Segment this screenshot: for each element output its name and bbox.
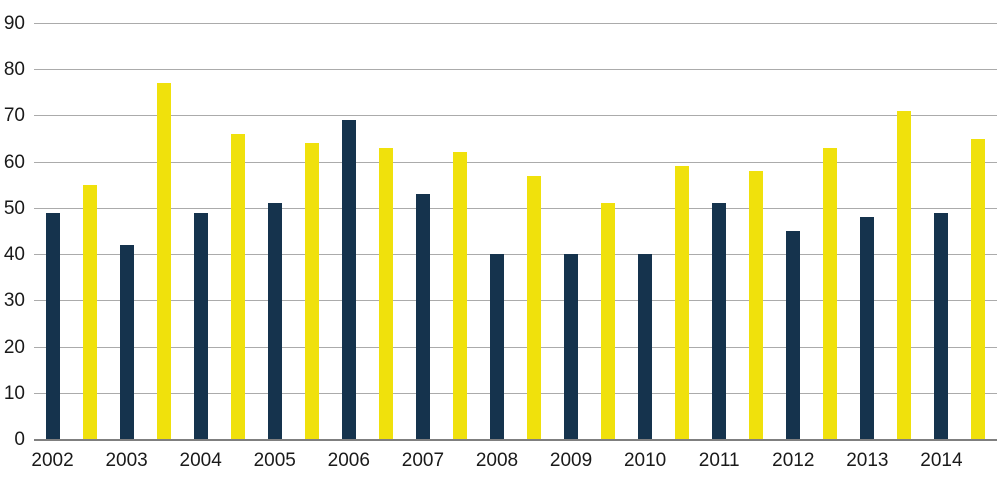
y-axis-label: 40 xyxy=(3,244,25,266)
bar-dark-navy-series-2008 xyxy=(489,254,504,439)
bar-yellow-series-2012 xyxy=(823,147,838,439)
x-axis-label: 2002 xyxy=(31,450,74,471)
y-axis-label: 10 xyxy=(3,382,25,404)
bar-yellow-series-2009 xyxy=(601,203,616,439)
bar-dark-navy-series-2007 xyxy=(415,194,430,439)
x-axis-label: 2004 xyxy=(179,450,222,471)
x-axis-label: 2007 xyxy=(401,450,445,471)
bar-dark-navy-series-2002 xyxy=(45,212,60,439)
y-axis-label: 60 xyxy=(3,151,25,173)
x-axis-label: 2013 xyxy=(846,450,889,471)
bar-dark-navy-series-2013 xyxy=(860,217,875,439)
gridline-40 xyxy=(34,254,997,256)
bar-dark-navy-series-2012 xyxy=(786,231,801,439)
y-axis-label: 50 xyxy=(3,197,25,219)
bar-yellow-series-2005 xyxy=(304,143,319,439)
bar-yellow-series-2004 xyxy=(230,133,245,439)
gridline-80 xyxy=(34,69,997,71)
y-axis-label: 20 xyxy=(3,336,25,358)
gridline-10 xyxy=(34,392,997,394)
x-axis-label: 2009 xyxy=(549,450,593,471)
x-axis-label: 2005 xyxy=(253,450,296,471)
x-axis-label: 2010 xyxy=(623,450,667,471)
gridline-90 xyxy=(34,23,997,24)
x-axis-label: 2003 xyxy=(105,450,148,471)
bar-dark-navy-series-2004 xyxy=(193,212,208,439)
gridline-50 xyxy=(34,207,997,209)
gridline-20 xyxy=(34,346,997,348)
bar-dark-navy-series-2003 xyxy=(119,244,134,439)
y-axis-label: 80 xyxy=(3,59,25,81)
bar-yellow-series-2011 xyxy=(749,170,764,439)
bar-dark-navy-series-2005 xyxy=(267,203,282,439)
gridline-30 xyxy=(34,300,997,302)
gridline-60 xyxy=(34,161,997,163)
x-axis-label: 2012 xyxy=(772,450,815,471)
y-axis-label: 30 xyxy=(3,290,25,312)
bar-yellow-series-2003 xyxy=(156,83,171,439)
bar-yellow-series-2013 xyxy=(897,110,912,439)
bar-yellow-series-2006 xyxy=(378,147,393,439)
y-axis-label: 70 xyxy=(3,105,25,127)
y-axis-label: 0 xyxy=(14,429,25,450)
x-axis-label: 2008 xyxy=(475,450,519,471)
bar-yellow-series-2014 xyxy=(971,138,986,439)
bar-yellow-series-2002 xyxy=(82,184,97,439)
gridline-70 xyxy=(34,115,997,117)
bar-yellow-series-2008 xyxy=(527,175,542,439)
x-axis-label: 2006 xyxy=(327,450,370,471)
bar-dark-navy-series-2014 xyxy=(934,212,949,439)
bar-dark-navy-series-2011 xyxy=(712,203,727,439)
x-axis-label: 2014 xyxy=(920,450,963,471)
y-axis-label: 90 xyxy=(3,13,25,34)
bar-dark-navy-series-2010 xyxy=(638,254,653,439)
bar-yellow-series-2007 xyxy=(452,152,467,439)
bar-dark-navy-series-2006 xyxy=(341,120,356,439)
bar-yellow-series-2010 xyxy=(675,166,690,439)
x-axis-line xyxy=(34,438,997,441)
bar-dark-navy-series-2009 xyxy=(564,254,579,439)
x-axis-label: 2011 xyxy=(698,450,740,471)
